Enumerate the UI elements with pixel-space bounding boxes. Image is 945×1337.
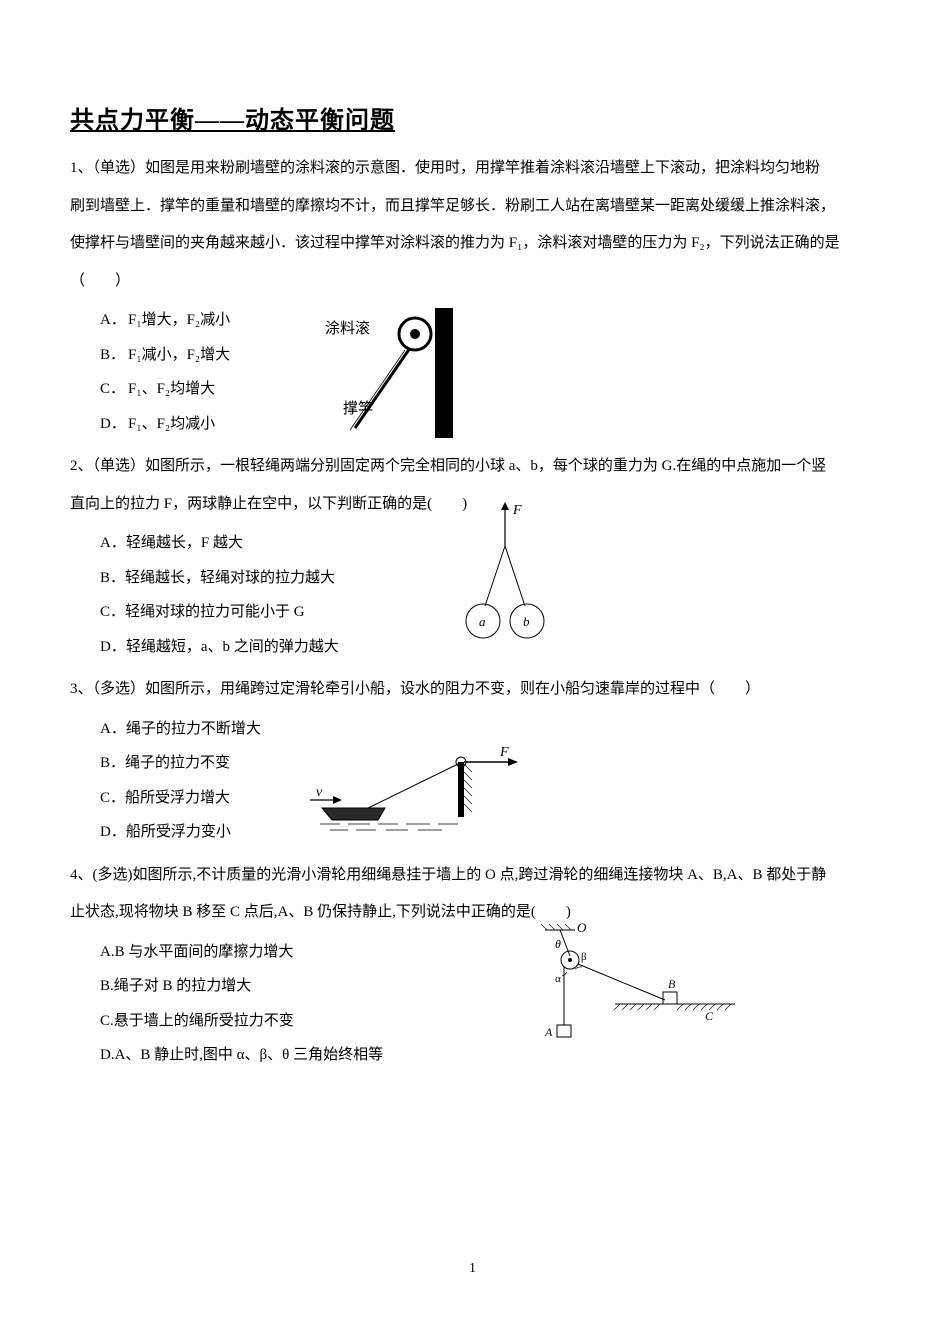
q4-stem-line1: 4、(多选)如图所示,不计质量的光滑小滑轮用细绳悬挂于墙上的 O 点,跨过滑轮的… (70, 860, 875, 892)
q4-fig-a-label: A (544, 1025, 553, 1039)
q2-fig-a-label: a (479, 614, 486, 629)
q4-fig-theta-label: θ (555, 937, 561, 951)
q1-option-b-text: F₁减小，F₂增大 (128, 347, 230, 363)
q3-fig-f-label: F (499, 745, 509, 760)
q4-figure: O θ α β A B (515, 920, 745, 1055)
question-3: 3、（多选）如图所示，用绳跨过定滑轮牵引小船，设水的阻力不变，则在小船匀速靠岸的… (70, 674, 875, 850)
q1-option-a: A．F₁增大，F₂减小 (100, 303, 875, 338)
question-1: 1、（单选）如图是用来粉刷墙壁的涂料滚的示意图．使用时，用撑竿推着涂料滚沿墙壁上… (70, 153, 875, 441)
q4-option-b: B.绳子对 B 的拉力增大 (100, 969, 875, 1004)
q3-stem: 3、（多选）如图所示，用绳跨过定滑轮牵引小船，设水的阻力不变，则在小船匀速靠岸的… (70, 674, 875, 706)
question-4: 4、(多选)如图所示,不计质量的光滑小滑轮用细绳悬挂于墙上的 O 点,跨过滑轮的… (70, 860, 875, 1073)
q1-option-c: C．F₁、F₂均增大 (100, 372, 875, 407)
q1-option-d-text: F₁、F₂均减小 (128, 416, 215, 432)
q4-stem-line2: 止状态,现将物块 B 移至 C 点后,A、B 仍保持静止,下列说法中正确的是( … (70, 897, 875, 929)
q3-fig-v-label: v (316, 785, 323, 800)
question-2: 2、（单选）如图所示，一根轻绳两端分别固定两个完全相同的小球 a、b，每个球的重… (70, 451, 875, 664)
q2-stem-line1: 2、（单选）如图所示，一根轻绳两端分别固定两个完全相同的小球 a、b，每个球的重… (70, 451, 875, 483)
q2-figure: F a b (435, 496, 575, 651)
page-number: 1 (0, 1261, 945, 1277)
q1-option-c-text: F₁、F₂均增大 (128, 381, 215, 397)
q1-stem-line4: （ ） (70, 266, 875, 298)
q4-option-d: D.A、B 静止时,图中 α、β、θ 三角始终相等 (100, 1038, 875, 1073)
q1-fig-roller-label: 涂料滚 (325, 320, 370, 337)
q4-fig-alpha-label: α (555, 973, 561, 985)
q4-fig-o-label: O (577, 920, 587, 935)
q1-option-a-text: F₁增大，F₂减小 (128, 312, 230, 328)
q1-option-b: B．F₁减小，F₂增大 (100, 338, 875, 373)
q4-option-c: C.悬于墙上的绳所受拉力不变 (100, 1004, 875, 1039)
q3-option-a: A．绳子的拉力不断增大 (100, 712, 875, 747)
q1-stem-line1: 1、（单选）如图是用来粉刷墙壁的涂料滚的示意图．使用时，用撑竿推着涂料滚沿墙壁上… (70, 153, 875, 185)
q4-fig-beta-label: β (581, 951, 587, 963)
q4-option-a: A.B 与水平面间的摩擦力增大 (100, 935, 875, 970)
q2-fig-b-label: b (523, 614, 530, 629)
page: 共点力平衡——动态平衡问题 1、（单选）如图是用来粉刷墙壁的涂料滚的示意图．使用… (0, 0, 945, 1337)
q3-figure: F v (300, 744, 530, 844)
page-title: 共点力平衡——动态平衡问题 (70, 100, 875, 135)
q1-fig-pole-label: 撑竿 (343, 400, 373, 417)
q1-option-d: D．F₁、F₂均减小 (100, 407, 875, 442)
q4-fig-b-label: B (668, 977, 676, 991)
q4-fig-c-label: C (705, 1009, 714, 1023)
q1-stem-line2: 刷到墙壁上．撑竿的重量和墙壁的摩擦均不计，而且撑竿足够长．粉刷工人站在离墙壁某一… (70, 191, 875, 223)
q1-options: A．F₁增大，F₂减小 B．F₁减小，F₂增大 C．F₁、F₂均增大 D．F₁、… (100, 303, 875, 441)
q4-options: A.B 与水平面间的摩擦力增大 B.绳子对 B 的拉力增大 C.悬于墙上的绳所受… (100, 935, 875, 1073)
q2-fig-f-label: F (512, 503, 522, 518)
q1-figure: 涂料滚 撑竿 (305, 308, 475, 443)
q1-stem-line3: 使撑杆与墙壁间的夹角越来越小．该过程中撑竿对涂料滚的推力为 F₁，涂料滚对墙壁的… (70, 228, 875, 260)
